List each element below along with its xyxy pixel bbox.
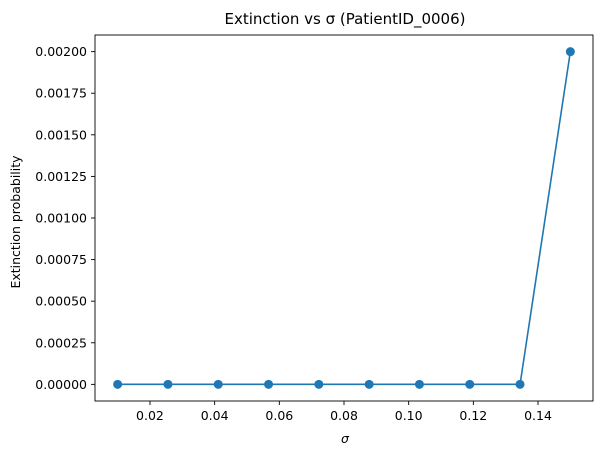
data-point (465, 379, 475, 389)
plot-area: 0.02 0.04 0.06 0.08 0.10 0.12 0.14 0.00000 0.000… (35, 34, 594, 423)
y-tick-label: 0.00050 (35, 294, 87, 309)
y-tick-label: 0.00200 (35, 44, 87, 59)
data-point (515, 379, 525, 389)
x-tick-label: 0.12 (459, 408, 487, 423)
series-line (117, 51, 572, 386)
y-tick-label: 0.00125 (35, 169, 87, 184)
data-point (113, 379, 123, 389)
x-tick-label: 0.14 (524, 408, 552, 423)
data-point (565, 47, 575, 57)
x-tick-label: 0.10 (395, 408, 423, 423)
chart-title: Extinction vs σ (PatientID_0006) (225, 10, 466, 29)
data-point (364, 379, 374, 389)
y-tick-label: 0.00150 (35, 127, 87, 142)
data-point (264, 379, 274, 389)
data-point (213, 379, 223, 389)
data-point (314, 379, 324, 389)
x-tick-label: 0.04 (201, 408, 229, 423)
data-point (163, 379, 173, 389)
y-tick-label: 0.00000 (35, 377, 87, 392)
y-tick-label: 0.00175 (35, 86, 87, 101)
y-tick-label: 0.00025 (35, 335, 87, 350)
y-axis-label: Extinction probability (8, 155, 23, 289)
x-tick-label: 0.06 (265, 408, 293, 423)
y-tick-label: 0.00100 (35, 211, 87, 226)
plot-frame (94, 34, 594, 402)
data-point (414, 379, 424, 389)
x-tick-label: 0.02 (136, 408, 164, 423)
x-axis-label: σ (341, 431, 350, 446)
y-tick-label: 0.00075 (35, 252, 87, 267)
x-tick-label: 0.08 (330, 408, 358, 423)
